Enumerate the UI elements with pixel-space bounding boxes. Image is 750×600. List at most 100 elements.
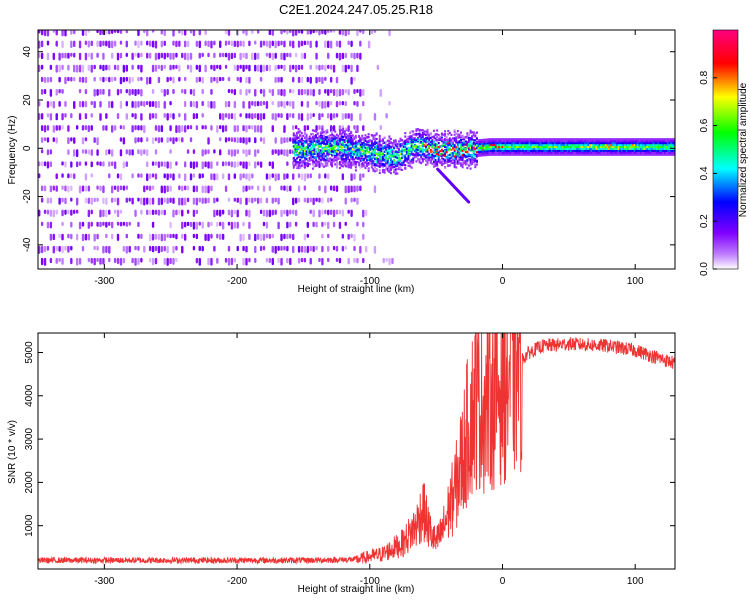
spectrogram-signal-cell	[345, 162, 348, 165]
spectrogram-signal-cell	[321, 149, 324, 152]
spectrogram-signal-cell	[354, 129, 357, 132]
spectrogram-signal-cell	[662, 147, 665, 151]
spectrogram-noise-cell	[324, 185, 327, 194]
spectrogram-noise-cell	[289, 185, 292, 192]
spectrogram-noise-cell	[227, 197, 231, 202]
spectrogram-signal-cell	[302, 144, 305, 147]
spectrogram-signal-cell	[310, 151, 313, 154]
spectrogram-signal-cell	[517, 140, 520, 143]
spectrogram-noise-cell	[154, 137, 158, 142]
spectrogram-signal-cell	[445, 136, 448, 139]
spectrogram-noise-cell	[70, 257, 73, 265]
spectrogram-signal-cell	[533, 142, 536, 145]
spectrogram-signal-cell	[415, 148, 418, 151]
spectrogram-noise-cell	[335, 52, 339, 59]
spectrogram-signal-cell	[420, 133, 423, 137]
spectrogram-signal-cell	[471, 131, 474, 134]
spectrogram-noise-cell	[99, 113, 102, 121]
spectrogram-signal-cell	[445, 161, 448, 164]
spectrogram-signal-cell	[517, 151, 520, 154]
spectrogram-signal-cell	[362, 164, 365, 168]
spectrogram-signal-cell	[337, 135, 340, 139]
spectrogram-signal-cell	[319, 145, 322, 148]
spectrogram-noise-cell	[90, 113, 93, 118]
spectrogram-signal-cell	[649, 142, 652, 145]
spectrogram-signal-cell	[350, 162, 353, 165]
spectrogram-signal-cell	[434, 158, 437, 162]
spectrogram-signal-cell	[321, 164, 324, 168]
spectrogram-signal-cell	[409, 146, 412, 150]
spectrogram-signal-cell	[504, 140, 507, 143]
spectrogram-signal-cell	[652, 142, 655, 145]
spectrogram-noise-cell	[259, 245, 263, 252]
spectrogram-signal-cell	[437, 151, 440, 154]
spectrogram-signal-cell	[482, 142, 485, 145]
spectrogram-noise-cell	[134, 113, 137, 120]
spectrogram-signal-cell	[622, 138, 625, 141]
spectrogram-noise-cell	[181, 88, 184, 94]
spectrogram-noise-cell	[186, 209, 190, 214]
spectrogram-noise-cell	[353, 125, 356, 130]
spectrogram-noise-cell	[195, 125, 199, 131]
spectrogram-signal-cell	[380, 164, 383, 167]
spectrogram-noise-cell	[198, 64, 201, 73]
spectrogram-signal-cell	[303, 140, 306, 143]
spectrogram-signal-cell	[424, 159, 427, 162]
spectrogram-noise-cell	[332, 209, 336, 218]
spectrogram-noise-cell	[242, 245, 245, 252]
spectrogram-signal-cell	[331, 147, 334, 150]
spectrogram-noise-cell	[46, 209, 50, 215]
spectrogram-signal-cell	[394, 170, 397, 174]
spectrogram-noise-cell	[312, 245, 315, 253]
spectrogram-signal-cell	[453, 145, 456, 148]
spectrogram-signal-cell	[453, 165, 456, 169]
spectrogram-signal-cell	[326, 145, 329, 148]
spectrogram-signal-cell	[377, 162, 380, 165]
spectrogram-noise-cell	[297, 113, 301, 120]
spectrogram-noise-cell	[324, 101, 327, 109]
spectrogram-noise-cell	[204, 149, 207, 155]
spectrogram-noise-cell	[248, 185, 251, 191]
spectrogram-noise-cell	[338, 221, 342, 229]
spectrogram-noise-cell	[175, 233, 178, 240]
spectrogram-signal-cell	[592, 147, 595, 151]
spectrogram-signal-cell	[351, 145, 354, 148]
spectrogram-signal-cell	[428, 137, 431, 140]
spectrogram-noise-cell	[70, 185, 73, 191]
spectrogram-noise-cell	[236, 40, 239, 48]
snr-y-tick-label: 2000	[24, 471, 35, 494]
spectrogram-noise-cell	[294, 64, 298, 73]
spectrogram-noise-cell	[195, 209, 199, 215]
spectrogram-signal-cell	[507, 143, 510, 147]
spectrogram-noise-cell	[90, 101, 93, 106]
spectrogram-signal-cell	[517, 153, 520, 156]
spectrogram-signal-cell	[561, 147, 564, 151]
spectrogram-signal-cell	[375, 168, 378, 171]
spectrogram-signal-cell	[534, 143, 537, 147]
spectrogram-signal-cell	[315, 143, 318, 146]
spectrogram-noise-cell	[318, 209, 321, 218]
spectrogram-signal-cell	[388, 156, 391, 159]
spectrogram-signal-cell	[528, 145, 531, 149]
spectrogram-cells	[38, 30, 675, 266]
spectrogram-signal-cell	[491, 151, 494, 154]
spectrogram-noise-cell	[192, 113, 196, 120]
spectrogram-signal-cell	[428, 139, 431, 142]
spectrogram-signal-cell	[624, 149, 627, 152]
spectrogram-signal-cell	[503, 143, 506, 147]
spectrogram-noise-cell	[61, 64, 64, 71]
spectrogram-noise-cell	[309, 245, 312, 252]
spectrogram-noise-cell	[315, 245, 318, 251]
spectrogram-signal-cell	[295, 134, 298, 137]
spectrogram-signal-cell	[593, 145, 596, 149]
spectrogram-signal-cell	[302, 141, 305, 144]
spectrogram-noise-cell	[119, 257, 123, 266]
spectrogram-signal-cell	[447, 141, 450, 144]
spectrogram-signal-cell	[573, 149, 576, 152]
spectrogram-x-tick-label: -100	[360, 276, 380, 287]
spectrogram-signal-cell	[604, 147, 607, 151]
spectrogram-noise-cell	[204, 125, 207, 130]
spectrogram-signal-cell	[310, 140, 313, 143]
spectrogram-noise-cell	[283, 149, 286, 157]
spectrogram-signal-cell	[604, 143, 607, 147]
